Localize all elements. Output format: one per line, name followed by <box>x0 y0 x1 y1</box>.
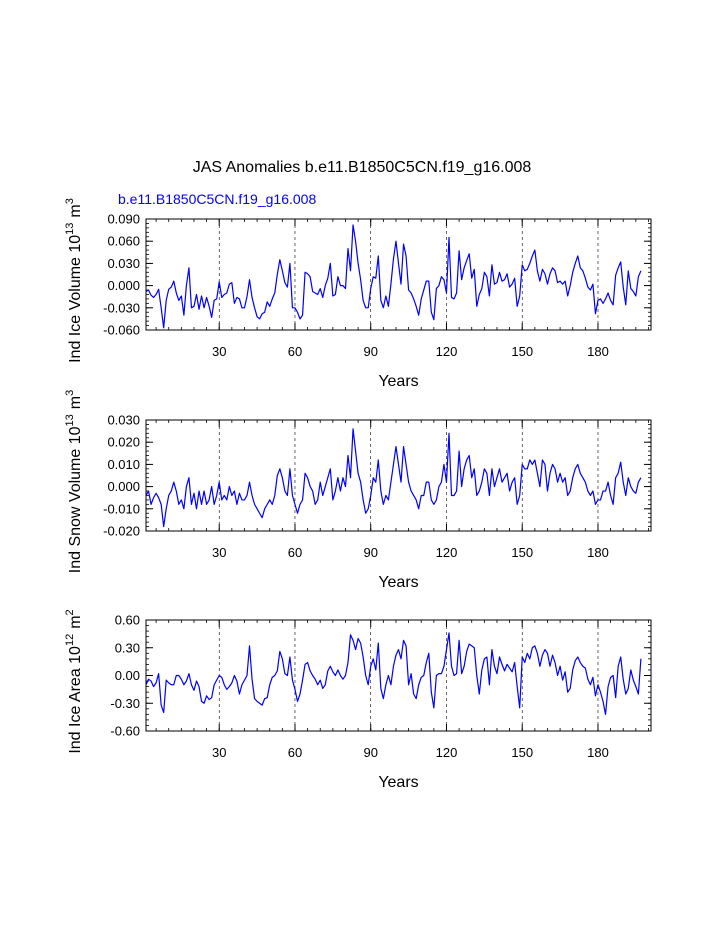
plot-frame <box>145 419 652 532</box>
y-tick-label: -0.020 <box>103 524 140 539</box>
y-axis-label-ylabel: Ind Snow Volume 10 <box>67 426 84 573</box>
y-tick-label: 0.000 <box>107 278 140 293</box>
plot-frame <box>145 619 652 732</box>
y-axis-label: Ind Snow Volume 1013 m3 <box>64 390 84 573</box>
x-tick-label: 120 <box>436 545 458 560</box>
x-tick-label: 180 <box>587 545 609 560</box>
x-tick-label: 150 <box>511 344 533 359</box>
x-tick-label: 90 <box>363 344 377 359</box>
y-tick-label: -0.030 <box>103 300 140 315</box>
y-tick-label: 0.000 <box>107 479 140 494</box>
plot-frame <box>145 218 652 331</box>
x-axis-label: Years <box>378 373 418 390</box>
y-tick-label: 0.020 <box>107 435 140 450</box>
case-label: b.e11.B1850C5CN.f19_g16.008 <box>118 191 316 207</box>
y-axis-label-ylabel-unit: m <box>67 615 84 628</box>
y-axis-label-ylabel-unit: m <box>67 204 84 217</box>
y-axis-label: Ind Ice Area 1012 m2 <box>64 609 84 753</box>
series-line-ice_volume <box>145 224 642 329</box>
x-axis-label: Years <box>378 574 418 591</box>
y-axis-label-ylabel-unit-exp: 3 <box>64 198 76 204</box>
y-axis-label-ylabel-exp: 13 <box>64 223 76 235</box>
x-tick-label: 180 <box>587 745 609 760</box>
y-tick-label: -0.010 <box>103 501 140 516</box>
panel-snow-volume: 30 60 90 120 150 180 -0.020 -0.010 0.000 0.010 0.0… <box>64 390 652 591</box>
y-tick-label: 0.060 <box>107 234 140 249</box>
y-axis-label-ylabel-exp: 12 <box>64 634 76 646</box>
x-tick-label: 30 <box>212 745 226 760</box>
x-tick-label: 120 <box>436 344 458 359</box>
y-tick-label: 0.090 <box>107 212 140 227</box>
series-line-snow_volume <box>145 428 642 528</box>
x-tick-label: 120 <box>436 745 458 760</box>
x-tick-label: 150 <box>511 745 533 760</box>
y-axis-label-ylabel-exp: 13 <box>64 414 76 426</box>
panel-ice-volume: 30 60 90 120 150 180 -0.060 -0.030 0.000 0.030 0.0… <box>64 198 652 390</box>
y-tick-label: 0.010 <box>107 457 140 472</box>
x-tick-label: 150 <box>511 545 533 560</box>
y-tick-label: -0.30 <box>110 696 140 711</box>
y-axis-label-ylabel: Ind Ice Area 10 <box>67 646 84 754</box>
y-axis-label: Ind Ice Volume 1013 m3 <box>64 198 84 363</box>
x-tick-label: 60 <box>288 545 302 560</box>
y-tick-label: -0.060 <box>103 323 140 338</box>
y-tick-label: 0.030 <box>107 413 140 428</box>
y-tick-label: 0.030 <box>107 256 140 271</box>
x-tick-label: 30 <box>212 344 226 359</box>
x-axis-label: Years <box>378 774 418 791</box>
x-tick-label: 60 <box>288 344 302 359</box>
y-tick-label: -0.60 <box>110 724 140 739</box>
x-tick-label: 90 <box>363 745 377 760</box>
x-tick-label: 30 <box>212 545 226 560</box>
panel-ice-area: 30 60 90 120 150 180 -0.60 -0.30 0.00 0.30 0.60 Yea… <box>64 609 652 791</box>
x-tick-label: 90 <box>363 545 377 560</box>
x-tick-label: 180 <box>587 344 609 359</box>
y-tick-label: 0.00 <box>115 668 140 683</box>
series-line-ice_area <box>145 632 642 715</box>
y-axis-label-ylabel-unit-exp: 2 <box>64 609 76 615</box>
x-tick-label: 60 <box>288 745 302 760</box>
y-axis-label-ylabel-unit-exp: 3 <box>64 390 76 396</box>
main-title: JAS Anomalies b.e11.B1850C5CN.f19_g16.00… <box>193 159 532 176</box>
y-axis-label-ylabel-unit: m <box>67 396 84 409</box>
y-tick-label: 0.30 <box>115 640 140 655</box>
y-axis-label-ylabel: Ind Ice Volume 10 <box>67 235 84 363</box>
y-tick-label: 0.60 <box>115 613 140 628</box>
